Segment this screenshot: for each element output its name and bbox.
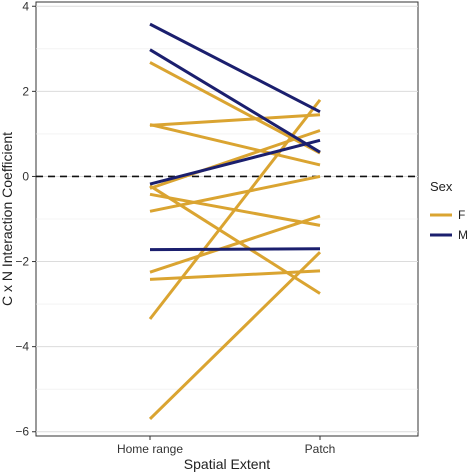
y-tick-label-0: 4 bbox=[22, 0, 29, 13]
y-axis: 4 2 0 −2 −4 −6 bbox=[15, 0, 36, 439]
y-tick-label-3: −2 bbox=[15, 255, 29, 269]
legend-label-f: F bbox=[458, 208, 465, 222]
series-lines bbox=[148, 22, 322, 421]
y-axis-title: C x N Interaction Coefficient bbox=[0, 132, 15, 306]
legend: Sex FM bbox=[430, 179, 468, 242]
series-line-m-11 bbox=[149, 22, 321, 114]
series-line-f-10 bbox=[148, 251, 322, 421]
x-axis-title: Spatial Extent bbox=[184, 456, 270, 472]
series-line-m-13 bbox=[149, 138, 321, 186]
y-tick-label-4: −4 bbox=[15, 340, 29, 354]
series-line-f-1 bbox=[149, 123, 321, 167]
y-tick-label-5: −6 bbox=[15, 425, 29, 439]
series-line-f-7 bbox=[149, 214, 321, 274]
y-tick-label-2: 0 bbox=[22, 169, 29, 183]
series-line-f-8 bbox=[149, 269, 321, 281]
series-line-f-2 bbox=[149, 113, 321, 127]
legend-label-m: M bbox=[458, 228, 468, 242]
x-axis: Home range Patch bbox=[117, 436, 335, 456]
series-line-f-6 bbox=[149, 184, 321, 295]
y-tick-label-1: 2 bbox=[22, 84, 29, 98]
series-line-m-14 bbox=[149, 247, 321, 252]
x-tick-label-0: Home range bbox=[117, 442, 183, 456]
series-line-f-3 bbox=[149, 129, 321, 190]
x-tick-label-1: Patch bbox=[305, 442, 336, 456]
series-line-m-12 bbox=[149, 48, 321, 154]
legend-title: Sex bbox=[430, 179, 453, 194]
